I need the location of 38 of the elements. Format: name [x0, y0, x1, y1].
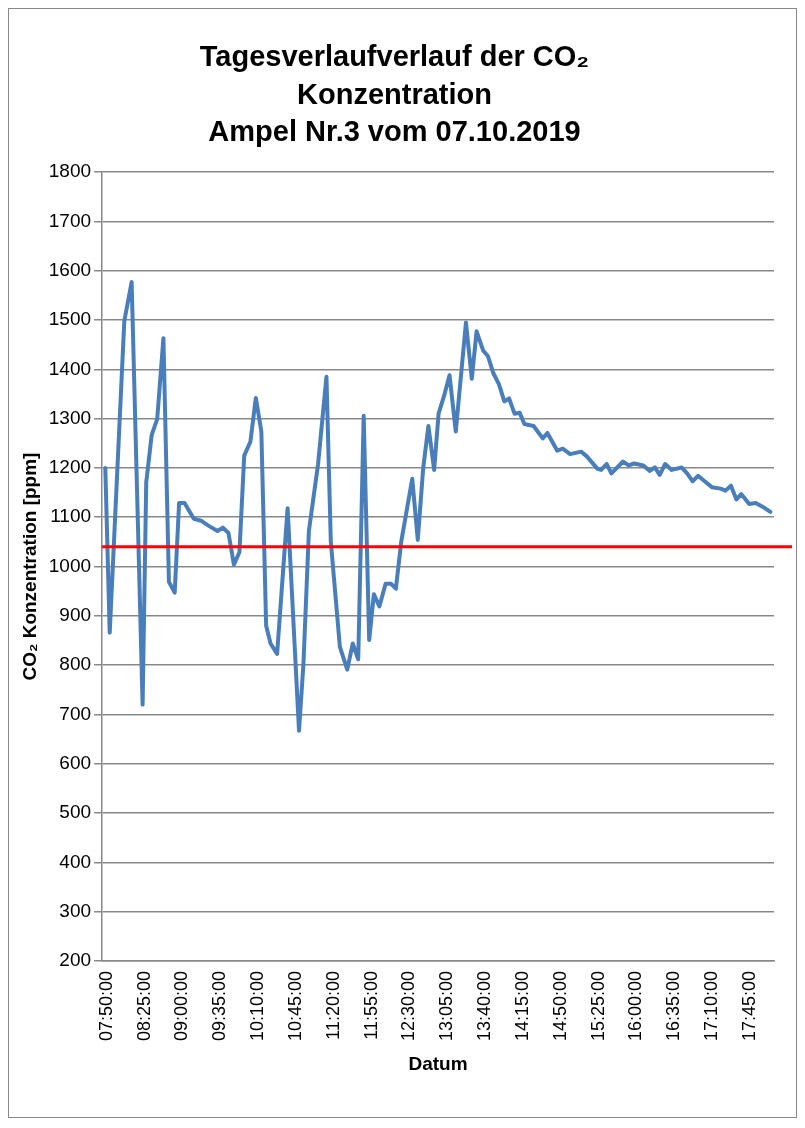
y-tick-label: 400	[59, 850, 92, 872]
y-tick-label: 1500	[48, 308, 92, 330]
y-tick-label: 1700	[48, 209, 92, 231]
x-tick-label: 17:45:00	[738, 971, 759, 1042]
x-tick-label: 12:30:00	[398, 971, 419, 1042]
x-tick-label: 07:50:00	[95, 971, 116, 1042]
y-tick-label: 600	[59, 752, 92, 774]
y-tick-label: 900	[59, 604, 92, 626]
y-tick-label: 1300	[48, 406, 92, 428]
chart-title: Tagesverlaufverlauf der CO₂ Konzentration Ampel Nr.3 vom 07.10.2019	[199, 39, 590, 148]
x-axis-title: Datum	[408, 1052, 468, 1074]
y-tick-label: 1800	[48, 160, 92, 182]
x-tick-label: 10:10:00	[247, 971, 268, 1042]
y-tick-label: 500	[59, 801, 92, 823]
x-tick-label: 13:40:00	[474, 971, 495, 1042]
y-tick-label: 1200	[48, 456, 92, 478]
y-tick-label: 300	[59, 899, 92, 921]
y-tick-label: 1100	[50, 505, 92, 527]
x-tick-label: 11:20:00	[322, 971, 343, 1040]
x-tick-label: 14:15:00	[511, 971, 532, 1042]
y-tick-label: 1000	[48, 554, 92, 576]
x-tick-label: 17:10:00	[701, 971, 722, 1042]
y-tick-label: 800	[59, 653, 92, 675]
x-tick-label: 15:25:00	[587, 971, 608, 1042]
x-tick-label: 09:35:00	[209, 971, 230, 1042]
y-tick-label: 1400	[48, 357, 92, 379]
x-tick-label: 14:50:00	[549, 971, 570, 1042]
x-tick-label: 09:00:00	[171, 971, 192, 1042]
x-tick-label: 16:35:00	[663, 971, 684, 1042]
x-tick-label: 10:45:00	[284, 971, 305, 1042]
y-tick-label: 700	[59, 702, 92, 724]
x-tick-label: 16:00:00	[625, 971, 646, 1042]
x-tick-label: 08:25:00	[133, 971, 154, 1042]
y-tick-label: 200	[59, 949, 92, 971]
y-tick-label: 1600	[48, 258, 92, 280]
y-axis-title: CO₂ Konzentration [ppm]	[18, 452, 40, 681]
x-tick-label: 11:55:00	[360, 971, 381, 1040]
x-tick-label: 13:05:00	[436, 971, 457, 1042]
